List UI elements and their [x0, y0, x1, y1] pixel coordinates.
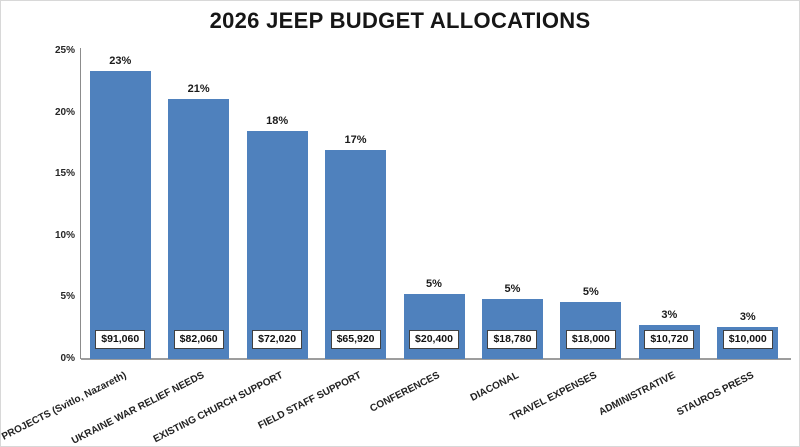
y-tick-label: 10% [54, 229, 75, 241]
bar-value-wrap: $65,920 [317, 330, 395, 349]
x-category-label: UKRAINE WAR RELIEF NEEDS [70, 370, 207, 447]
bar-percent-label: 3% [661, 308, 678, 321]
x-axis-line [81, 358, 791, 360]
bar-value-label: $82,060 [173, 330, 224, 349]
x-category-label: DIACONAL [468, 370, 521, 404]
x-category-label: CONFERENCES [368, 370, 442, 415]
bar-value-wrap: $18,000 [552, 330, 630, 349]
bar-value-label: $10,720 [644, 330, 695, 349]
bar-value-wrap: $20,400 [395, 330, 473, 349]
bar-percent-label: 5% [426, 278, 442, 291]
bar-value-label: $18,000 [565, 330, 616, 349]
bar-value-label: $10,000 [722, 330, 773, 349]
bar-4 [325, 150, 387, 359]
bar-value-wrap: $72,020 [238, 330, 316, 349]
bar-percent-label: 23% [109, 54, 132, 67]
bar-value-label: $72,020 [252, 330, 303, 349]
bar-value-wrap: $82,060 [160, 330, 238, 349]
x-category-label: PROJECTS (Svitlo, Nazareth) [0, 370, 129, 443]
bar-value-label: $18,780 [487, 330, 538, 349]
y-tick-label: 15% [54, 168, 75, 180]
x-category-label: STAUROS PRESS [675, 370, 756, 419]
bar-3 [246, 130, 308, 359]
bar-percent-label: 3% [739, 311, 756, 324]
x-category-label: TRAVEL EXPENSES [508, 370, 599, 424]
x-category-label: ADMINISTRATIVE [597, 370, 678, 419]
bar-value-wrap: $10,720 [630, 330, 708, 349]
x-category-label: EXISTING CHURCH SUPPORT [151, 370, 286, 446]
bar-value-label: $91,060 [95, 330, 146, 349]
bar-percent-label: 21% [187, 83, 210, 96]
bar-percent-label: 5% [582, 285, 599, 298]
chart-title: 2026 JEEP BUDGET ALLOCATIONS [209, 8, 591, 33]
bar-2 [168, 99, 230, 359]
bar-6 [481, 299, 543, 359]
y-axis-line [80, 48, 81, 359]
y-tick-label: 25% [54, 45, 75, 56]
y-tick-label: 0% [60, 353, 75, 364]
bar-value-wrap: $10,000 [709, 330, 787, 349]
bar-value-label: $20,400 [409, 330, 459, 349]
bar-percent-label: 5% [504, 283, 521, 296]
bar-value-wrap: $91,060 [81, 330, 159, 349]
bar-value-label: $65,920 [330, 330, 381, 349]
y-tick-label: 5% [60, 291, 75, 303]
bar-5 [403, 294, 465, 359]
bar-1 [89, 70, 151, 359]
y-tick-label: 20% [54, 106, 75, 118]
bar-value-wrap: $18,780 [473, 330, 551, 349]
bar-percent-label: 17% [344, 134, 367, 147]
bar-percent-label: 18% [266, 114, 289, 127]
